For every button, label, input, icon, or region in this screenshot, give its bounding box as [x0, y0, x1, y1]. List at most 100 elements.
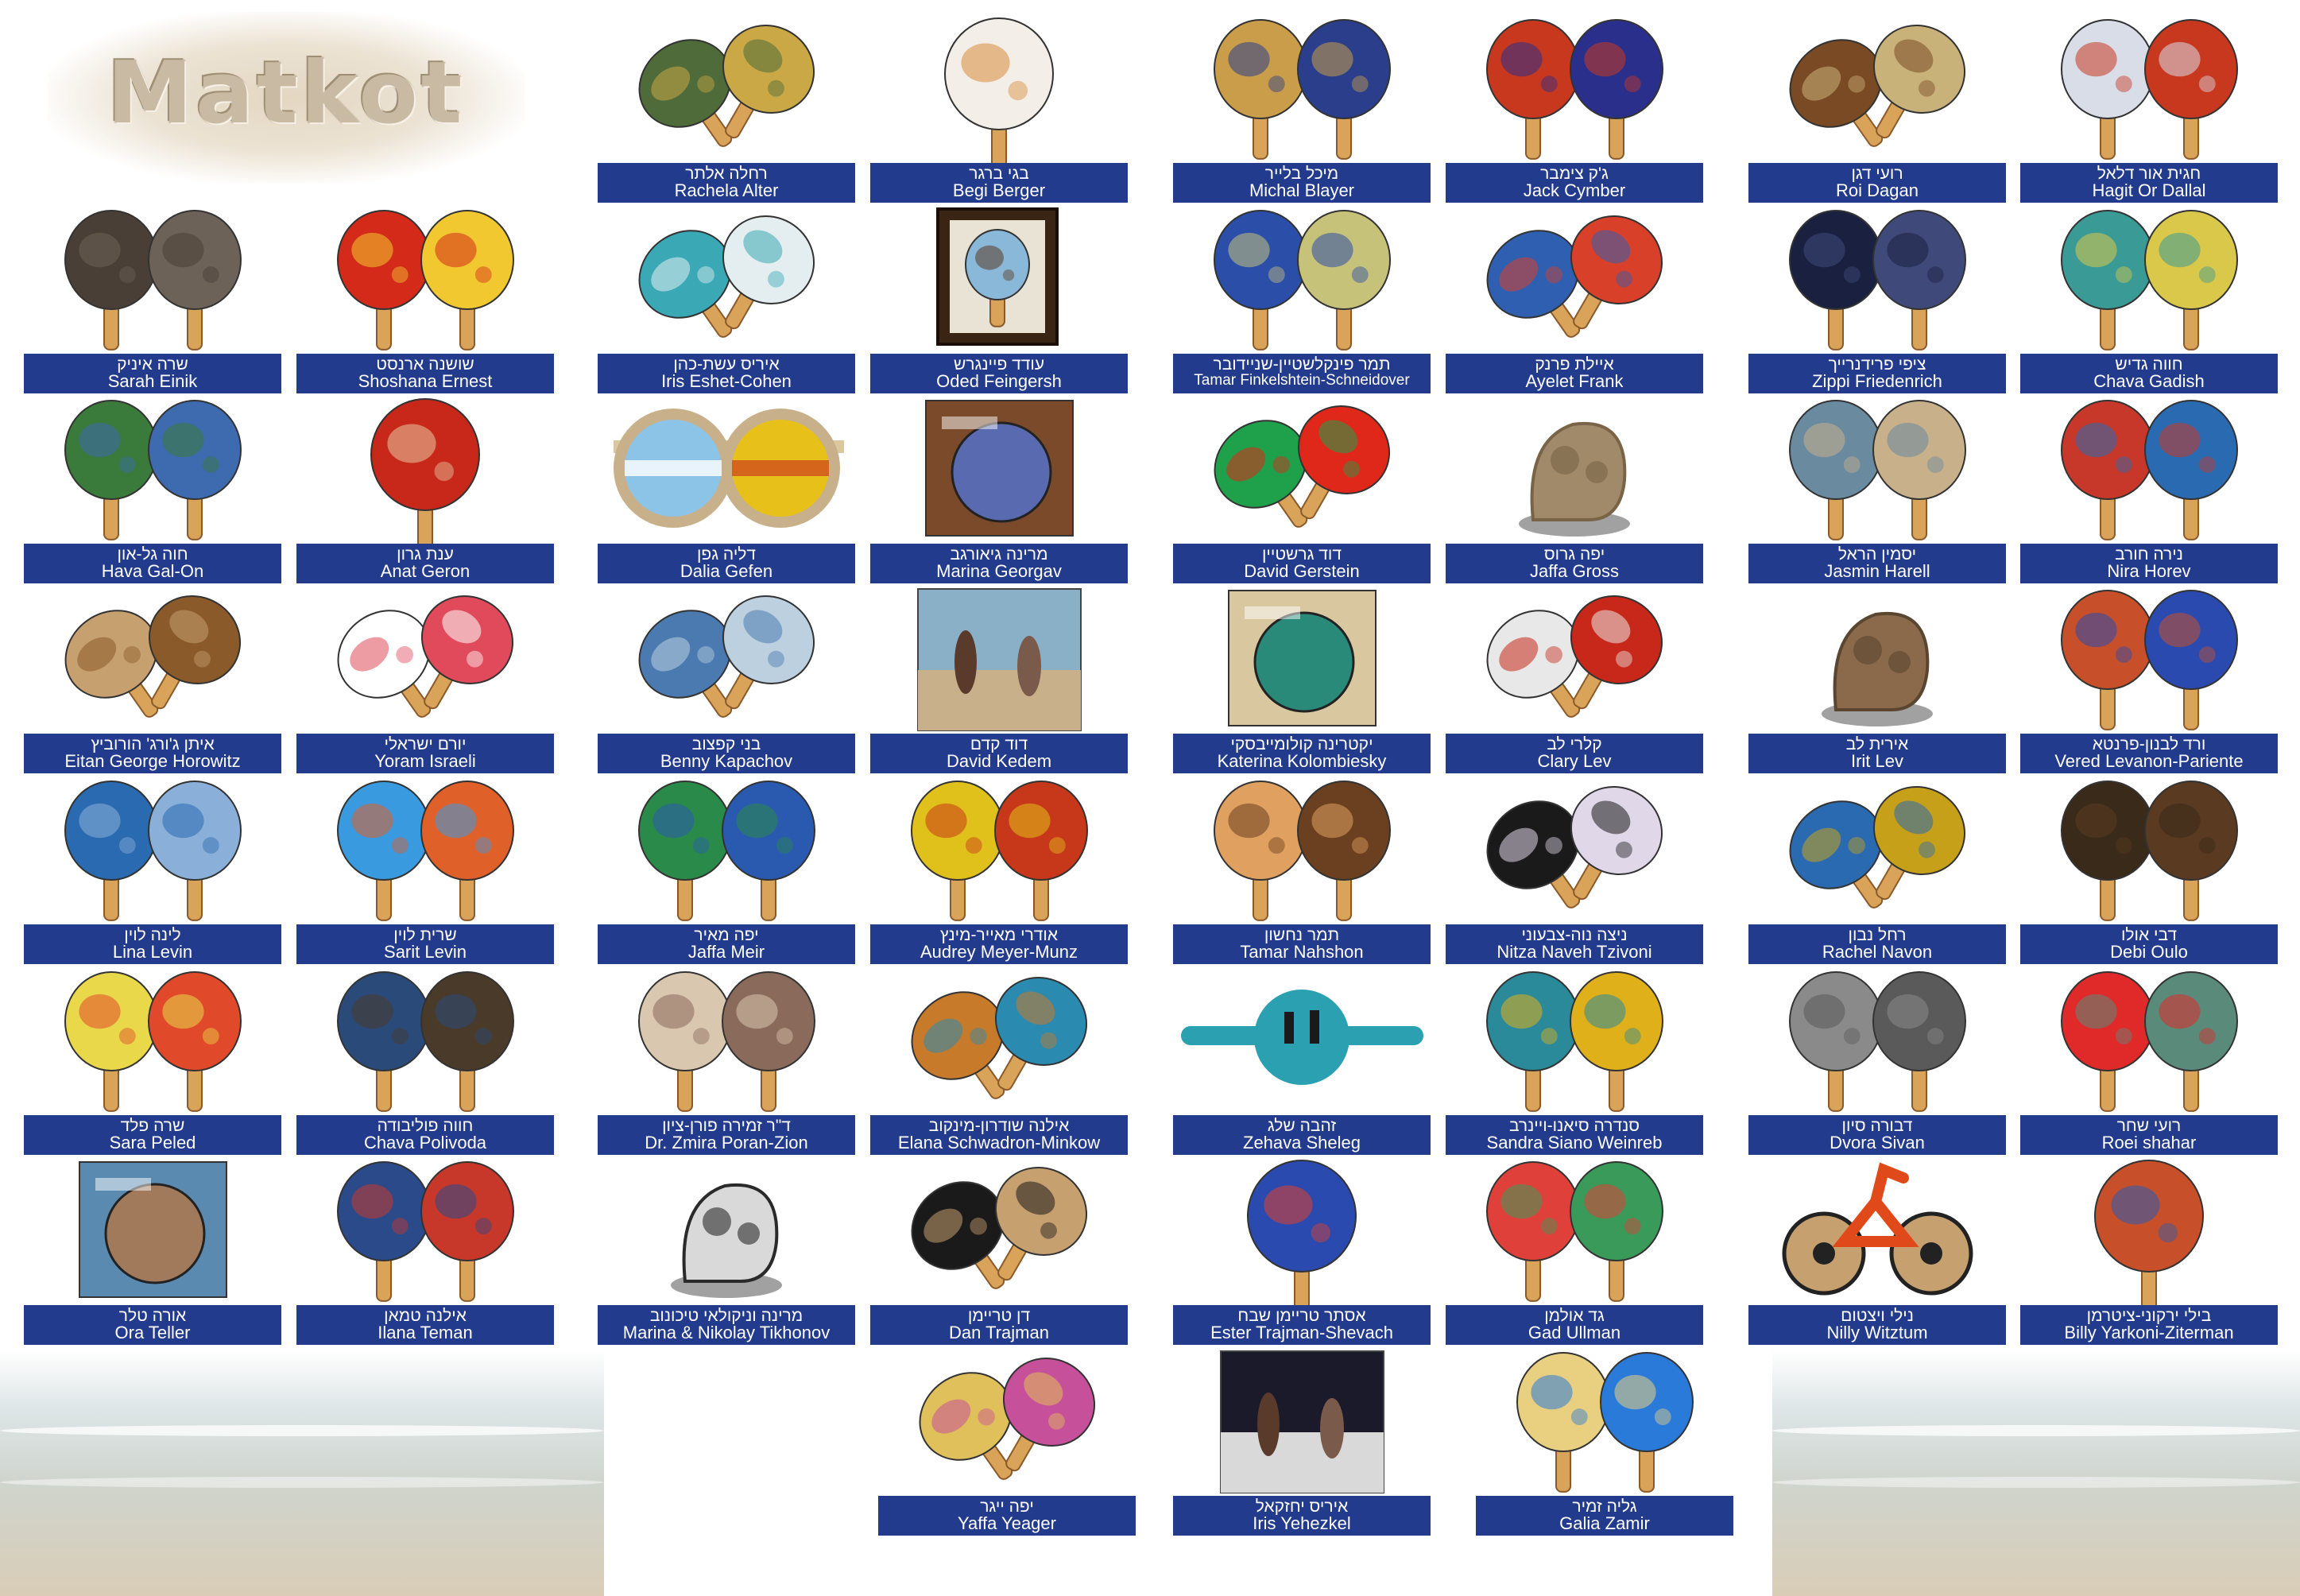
artwork-card: תמר נחשון Tamar Nahshon — [1173, 773, 1431, 964]
artist-name-english: Jaffa Gross — [1529, 561, 1620, 581]
artwork-image — [870, 1154, 1128, 1300]
artwork-card: ענת גרון Anat Geron — [296, 393, 554, 583]
artist-name-english: Yoram Israeli — [374, 751, 476, 771]
artwork-card: שרה פלד Sara Peled — [24, 964, 281, 1155]
matkot-paddle-art — [911, 781, 1088, 921]
artist-name-english: Jasmin Harell — [1824, 561, 1930, 581]
matkot-paddle-art — [337, 971, 514, 1112]
artist-name-hebrew: יסמין הראל — [1837, 545, 1917, 564]
artist-name-hebrew: סנדרה סיאנו-ויינרב — [1508, 1117, 1640, 1135]
artist-name-hebrew: אילנה טמאן — [384, 1307, 467, 1325]
artist-name-hebrew: רחל נבון — [1848, 926, 1907, 944]
matkot-paddle-art — [919, 1357, 1096, 1480]
matkot-paddle-art — [944, 17, 1054, 177]
artist-name-hebrew: מרינה גיאורגב — [950, 545, 1048, 564]
artwork-card: ג'ק צימבר Jack Cymber — [1446, 12, 1703, 203]
artist-name-english: David Kedem — [946, 751, 1052, 771]
artist-name-english: Dvora Sivan — [1830, 1133, 1925, 1152]
artwork-card: אירית לב Irit Lev — [1748, 583, 2006, 773]
artist-name-english: Roei shahar — [2101, 1133, 2197, 1152]
artwork-card: לינה לוין Lina Levin — [24, 773, 281, 964]
matkot-paddle-art — [1486, 19, 1663, 160]
artwork-image — [598, 12, 855, 158]
artwork-image — [598, 393, 855, 539]
artist-name-hebrew: איתן ג'ורג' הורוביץ — [91, 735, 215, 753]
artist-label: גד אולמן Gad Ullman — [1446, 1305, 1703, 1345]
artwork-card: דן טריימן Dan Trajman — [870, 1154, 1128, 1345]
artist-name-english: Tamar Nahshon — [1240, 942, 1364, 962]
artwork-card: תמר פינקלשטיין-שניידובר Tamar Finkelshtei… — [1173, 203, 1431, 393]
artist-label: אילנה טמאן Ilana Teman — [296, 1305, 554, 1345]
matkot-paddle-art — [2061, 19, 2238, 160]
artwork-card: דליה גפן Dalia Gefen — [598, 393, 855, 583]
artwork-image — [1748, 583, 2006, 729]
matkot-paddle-art — [1782, 1162, 1973, 1296]
artwork-image — [24, 393, 281, 540]
artwork-image — [1748, 773, 2006, 920]
artist-name-english: Dr. Zmira Poran-Zion — [645, 1133, 808, 1152]
artwork-card: איתן ג'ורג' הורוביץ Eitan George Horowitz — [24, 583, 281, 773]
artwork-card: בילי ירקוני-ציטרמן Billy Yarkoni-Ziterman — [2020, 1154, 2278, 1345]
artist-name-hebrew: תמר נחשון — [1264, 926, 1340, 944]
matkot-paddle-art — [1214, 210, 1391, 351]
artist-label: תמר נחשון Tamar Nahshon — [1173, 924, 1431, 964]
artist-label: לינה לוין Lina Levin — [24, 924, 281, 964]
artwork-image — [1446, 12, 1703, 160]
artist-name-hebrew: שרה פלד — [120, 1117, 185, 1135]
artwork-image — [296, 773, 554, 921]
artwork-image — [870, 203, 1128, 349]
artist-name-english: Begi Berger — [952, 180, 1046, 200]
artwork-card: איילת פרנק Ayelet Frank — [1446, 203, 1703, 393]
artist-name-english: Tamar Finkelshtein-Schneidover — [1194, 372, 1410, 389]
artwork-image — [24, 773, 281, 921]
artist-label: יפה ייגר Yaffa Yeager — [878, 1496, 1136, 1536]
artwork-image — [870, 964, 1128, 1110]
artist-name-english: Shoshana Ernest — [358, 371, 493, 391]
artist-name-hebrew: יפה מאיר — [694, 926, 759, 944]
artist-name-english: Benny Kapachov — [660, 751, 793, 771]
artwork-image — [870, 12, 1128, 177]
artist-name-hebrew: רועי דגן — [1851, 165, 1903, 183]
artist-name-english: Elana Schwadron-Minkow — [897, 1133, 1101, 1152]
artist-label: דוד קדם David Kedem — [870, 734, 1128, 773]
artwork-card: יסמין הראל Jasmin Harell — [1748, 393, 2006, 583]
artist-name-hebrew: דבי אולו — [2120, 926, 2178, 944]
sea-shore-left — [0, 1350, 604, 1596]
artist-name-hebrew: מיכל בלייר — [1264, 165, 1339, 183]
matkot-paddle-art — [64, 781, 242, 921]
artwork-card: יקטרינה קולומייבסקי Katerina Kolombiesky — [1173, 583, 1431, 773]
artwork-card: בני קפצוב Benny Kapachov — [598, 583, 855, 773]
matkot-paddle-art — [936, 207, 1059, 346]
artwork-image — [1173, 583, 1431, 729]
artwork-card: חווה פוליבודה Chava Polivoda — [296, 964, 554, 1155]
artist-label: נירה חורב Nira Horev — [2020, 544, 2278, 583]
artist-name-hebrew: דוד קדם — [970, 735, 1028, 753]
matkot-logo: Matkot — [106, 44, 466, 143]
artwork-image — [1173, 12, 1431, 160]
artist-name-english: Ora Teller — [114, 1323, 191, 1342]
artwork-card: חווה גדיש Chava Gadish — [2020, 203, 2278, 393]
artist-name-english: Ayelet Frank — [1525, 371, 1624, 391]
artwork-card: רחלה אלתר Rachela Alter — [598, 12, 855, 203]
artist-label: ד"ר זמירה פורן-ציון Dr. Zmira Poran-Zion — [598, 1115, 855, 1155]
matkot-paddle-art — [1789, 400, 1966, 540]
matkot-paddle-art — [2061, 400, 2238, 540]
artwork-card: אורה טלר Ora Teller — [24, 1154, 281, 1345]
artwork-image — [1173, 773, 1431, 921]
artist-label: דוד גרשטיין David Gerstein — [1173, 544, 1431, 583]
artwork-image — [1748, 12, 2006, 158]
artist-label: בני קפצוב Benny Kapachov — [598, 734, 855, 773]
matkot-paddle-art — [64, 971, 242, 1112]
artwork-image — [1748, 393, 2006, 540]
matkot-paddle-art — [1220, 1350, 1384, 1493]
artist-name-english: Audrey Meyer-Munz — [920, 942, 1078, 962]
artist-name-hebrew: ניצה נוה-צבעוני — [1521, 926, 1628, 944]
artwork-card: סנדרה סיאנו-ויינרב Sandra Siano Weinreb — [1446, 964, 1703, 1155]
artist-name-hebrew: אירית לב — [1845, 735, 1909, 753]
artist-label: דבורה סיון Dvora Sivan — [1748, 1115, 2006, 1155]
matkot-paddle-art — [337, 781, 514, 921]
artist-name-english: Iris Eshet-Cohen — [661, 371, 792, 391]
artwork-image — [870, 583, 1128, 731]
matkot-paddle-art — [1789, 24, 1966, 147]
